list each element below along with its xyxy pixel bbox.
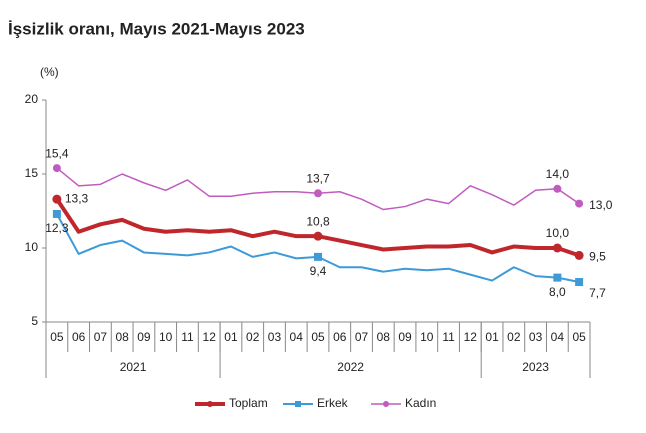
x-tick-label: 04 — [551, 330, 565, 344]
x-group-label: 2022 — [337, 360, 364, 374]
point-marker — [553, 184, 562, 193]
legend-label: Toplam — [229, 396, 268, 410]
point-marker — [313, 231, 323, 241]
legend-marker — [383, 401, 389, 407]
x-tick-label: 06 — [333, 330, 347, 344]
y-tick-label: 5 — [31, 314, 38, 328]
y-tick-label: 15 — [25, 166, 39, 180]
data-label: 13,7 — [306, 171, 330, 185]
x-tick-label: 09 — [398, 330, 412, 344]
x-tick-label: 01 — [224, 330, 238, 344]
data-label: 10,8 — [306, 214, 330, 228]
x-tick-label: 05 — [311, 330, 325, 344]
point-marker — [553, 273, 562, 282]
x-tick-label: 03 — [529, 330, 543, 344]
x-tick-label: 06 — [72, 330, 86, 344]
legend-label: Erkek — [317, 396, 349, 410]
x-tick-label: 10 — [159, 330, 173, 344]
legend-marker — [207, 401, 213, 407]
x-tick-label: 08 — [115, 330, 129, 344]
data-label: 13,3 — [65, 191, 89, 205]
point-marker — [552, 243, 562, 253]
x-tick-label: 11 — [442, 330, 455, 344]
data-label: 9,4 — [310, 264, 327, 278]
data-label: 12,3 — [45, 221, 69, 235]
x-tick-label: 12 — [464, 330, 478, 344]
data-label: 15,4 — [45, 146, 69, 160]
x-tick-label: 03 — [268, 330, 282, 344]
point-marker — [52, 194, 62, 204]
data-label: 13,0 — [589, 198, 613, 212]
x-group-label: 2023 — [522, 360, 549, 374]
point-marker — [314, 252, 322, 261]
x-tick-label: 12 — [203, 330, 217, 344]
y-tick-label: 20 — [25, 92, 39, 106]
data-label: 14,0 — [546, 167, 570, 181]
x-tick-label: 11 — [181, 330, 194, 344]
x-tick-label: 10 — [420, 330, 434, 344]
x-tick-label: 05 — [572, 330, 586, 344]
y-axis-label: (%) — [40, 65, 59, 79]
point-marker — [575, 278, 584, 287]
x-tick-label: 05 — [50, 330, 64, 344]
y-tick-label: 10 — [25, 240, 39, 254]
legend-marker — [295, 401, 301, 407]
x-tick-label: 02 — [507, 330, 521, 344]
point-marker — [575, 199, 584, 208]
x-tick-label: 02 — [246, 330, 260, 344]
x-tick-label: 01 — [485, 330, 499, 344]
point-marker — [52, 209, 61, 218]
x-tick-label: 04 — [290, 330, 304, 344]
point-marker — [52, 164, 61, 173]
x-tick-label: 09 — [137, 330, 151, 344]
data-label: 9,5 — [589, 250, 606, 264]
x-tick-label: 07 — [355, 330, 369, 344]
data-label: 10,0 — [546, 226, 570, 240]
x-tick-label: 08 — [377, 330, 391, 344]
x-tick-label: 07 — [94, 330, 108, 344]
chart-title: İşsizlik oranı, Mayıs 2021-Mayıs 2023 — [8, 19, 305, 38]
data-label: 7,7 — [589, 286, 606, 300]
data-label: 8,0 — [549, 285, 566, 299]
x-group-label: 2021 — [120, 360, 147, 374]
legend-label: Kadın — [405, 396, 436, 410]
point-marker — [314, 189, 322, 198]
point-marker — [574, 250, 584, 260]
